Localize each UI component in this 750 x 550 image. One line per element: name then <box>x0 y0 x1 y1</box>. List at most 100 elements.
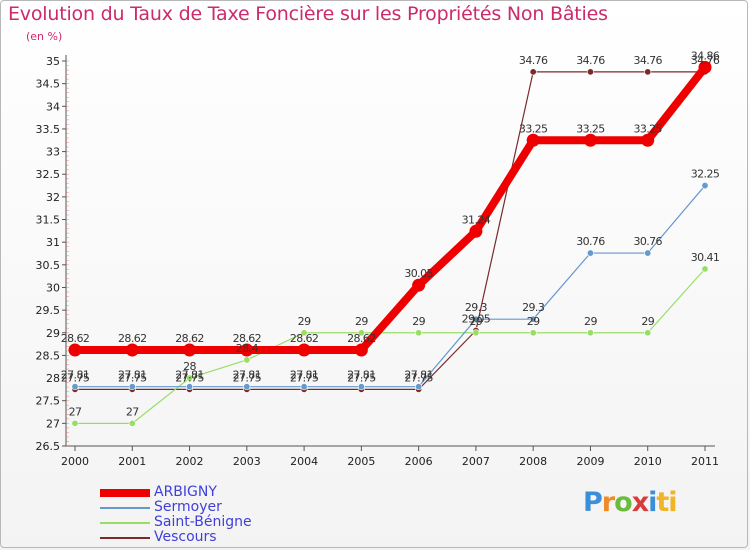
proxiti-logo: Proxiti <box>583 487 678 518</box>
data-point <box>357 383 365 391</box>
data-label: 33.25 <box>576 122 605 135</box>
data-point <box>68 343 82 357</box>
data-point <box>297 343 311 357</box>
series-line-arbigny <box>71 63 709 354</box>
y-tick-label: 29 <box>46 327 60 340</box>
data-label: 34.86 <box>691 49 720 62</box>
data-label: 28.62 <box>175 332 204 345</box>
logo-letter: P <box>583 487 603 518</box>
data-label: 34.76 <box>576 54 605 67</box>
data-label: 27.75 <box>347 371 376 384</box>
data-point <box>415 329 423 337</box>
data-label: 29 <box>584 315 597 328</box>
data-point <box>701 182 709 190</box>
data-label: 27.75 <box>61 371 90 384</box>
legend-swatch-vescours <box>100 537 150 539</box>
legend-swatch-arbigny <box>100 489 150 497</box>
data-point <box>644 68 652 76</box>
data-label: 27.75 <box>290 371 319 384</box>
y-tick-label: 26.5 <box>36 440 61 453</box>
data-point <box>583 133 597 147</box>
data-point <box>529 315 537 323</box>
data-point <box>529 68 537 76</box>
legend-label-vescours: Vescours <box>154 529 217 545</box>
y-tick-label: 27 <box>46 417 60 430</box>
x-tick-label: 2009 <box>576 455 604 468</box>
legend-swatch-saint-benigne <box>100 522 150 524</box>
data-label: 27.81 <box>290 369 319 382</box>
data-label: 27 <box>69 405 82 418</box>
data-label: 28.4 <box>236 342 259 355</box>
data-point <box>641 133 655 147</box>
data-label: 29 <box>470 315 483 328</box>
data-point <box>415 383 423 391</box>
x-tick-label: 2008 <box>519 455 547 468</box>
series-line-sermoyer <box>74 184 706 388</box>
data-label: 29 <box>412 315 425 328</box>
data-label: 28 <box>183 360 196 373</box>
data-label: 33.25 <box>633 122 662 135</box>
chart-title: Evolution du Taux de Taxe Foncière sur l… <box>8 3 608 25</box>
y-tick-label: 31 <box>46 236 60 249</box>
data-label: 33.25 <box>519 122 548 135</box>
logo-letter: o <box>614 487 633 518</box>
data-point <box>412 278 426 292</box>
data-point <box>243 383 251 391</box>
data-point <box>125 343 139 357</box>
legend-swatch-sermoyer <box>100 507 150 509</box>
data-label: 30.41 <box>691 251 720 264</box>
data-label: 28.62 <box>233 332 262 345</box>
y-tick-label: 34.5 <box>36 78 61 91</box>
x-tick-label: 2003 <box>233 455 261 468</box>
y-tick-label: 30 <box>46 281 60 294</box>
data-label: 32.25 <box>691 168 720 181</box>
data-label: 27.81 <box>404 369 433 382</box>
data-label: 27.81 <box>347 369 376 382</box>
data-label: 30.76 <box>576 235 605 248</box>
data-label: 30.05 <box>404 267 433 280</box>
logo-letter: r <box>601 487 615 518</box>
legend-label-sermoyer: Sermoyer <box>154 499 222 515</box>
data-label: 27.75 <box>404 371 433 384</box>
y-tick-label: 28 <box>46 372 60 385</box>
data-point <box>526 133 540 147</box>
data-label: 30.76 <box>633 235 662 248</box>
data-point <box>186 383 194 391</box>
data-label: 28.62 <box>347 332 376 345</box>
y-tick-label: 32.5 <box>36 168 61 181</box>
y-tick-label: 31.5 <box>36 214 61 227</box>
data-point <box>243 356 251 364</box>
data-point <box>128 383 136 391</box>
data-point <box>240 343 254 357</box>
x-tick-label: 2000 <box>61 455 89 468</box>
logo-letter: i <box>648 487 657 518</box>
data-point <box>357 329 365 337</box>
series-line-vescours <box>74 71 706 390</box>
data-point <box>71 383 79 391</box>
data-label: 28.62 <box>290 332 319 345</box>
y-tick-label: 35 <box>46 55 60 68</box>
x-tick-label: 2001 <box>118 455 146 468</box>
y-tick-label: 29.5 <box>36 304 61 317</box>
data-point <box>586 329 594 337</box>
series-line-saint-bénigne <box>74 268 706 424</box>
y-axis-unit: (en %) <box>26 30 63 43</box>
data-point <box>701 265 709 273</box>
data-point <box>186 374 194 382</box>
y-tick-label: 32 <box>46 191 60 204</box>
data-label: 29 <box>527 315 540 328</box>
data-label: 27.81 <box>118 369 147 382</box>
x-tick-label: 2004 <box>290 455 318 468</box>
x-tick-label: 2002 <box>176 455 204 468</box>
x-tick-label: 2005 <box>347 455 375 468</box>
data-label: 34.76 <box>519 54 548 67</box>
x-tick-label: 2011 <box>691 455 719 468</box>
data-point <box>698 60 712 74</box>
y-tick-label: 27.5 <box>36 395 61 408</box>
data-point <box>300 329 308 337</box>
data-label: 27.75 <box>233 371 262 384</box>
x-tick-label: 2010 <box>634 455 662 468</box>
data-label: 34.76 <box>691 54 720 67</box>
